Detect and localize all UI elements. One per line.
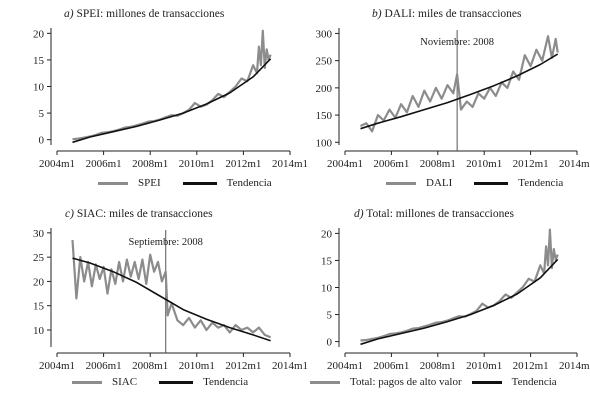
x-tick-label: 2006m1 [373, 158, 409, 170]
panel-c-trend-line [72, 257, 271, 342]
panel-b-legend: DALI Tendencia [386, 177, 563, 189]
y-tick-label: 20 [33, 276, 45, 288]
y-tick-label: 250 [316, 56, 333, 68]
panel-d-title: d) Total: millones de transacciones [354, 208, 514, 220]
panel-c-legend: SIAC Tendencia [72, 376, 248, 388]
legend-observed-label: DALI [426, 177, 453, 189]
panel-b-annotation-label: Noviembre: 2008 [420, 37, 494, 48]
x-tick-label: 2004m1 [327, 360, 363, 372]
x-tick-label: 2008m1 [132, 360, 168, 372]
y-tick-label: 10 [33, 325, 45, 337]
y-tick-label: 100 [316, 137, 333, 149]
panel-a-legend: SPEI Tendencia [98, 177, 272, 189]
panel-b-observed-line [360, 35, 559, 133]
legend-observed-label: Total: pagos de alto valor [350, 376, 462, 388]
y-tick-label: 20 [33, 28, 45, 40]
legend-trend-swatch [471, 380, 502, 384]
legend-observed-label: SIAC [112, 376, 138, 388]
x-tick-label: 2010m1 [466, 158, 502, 170]
y-tick-label: 5 [327, 310, 333, 322]
panel-d-title-letter: d) [354, 208, 364, 220]
x-tick-label: 2006m1 [373, 360, 409, 372]
y-tick-label: 300 [316, 28, 333, 40]
panel-d-observed-line [360, 228, 559, 342]
panel-c-annotation-label: Septiembre: 2008 [129, 237, 203, 248]
legend-trend-swatch [182, 181, 217, 185]
y-tick-label: 5 [39, 108, 45, 120]
panel-d-legend: Total: pagos de alto valor Tendencia [310, 376, 557, 388]
y-tick-label: 20 [321, 228, 333, 240]
panel-d-title-text: Total: millones de transacciones [366, 208, 514, 220]
panel-b-trend-line [360, 53, 559, 130]
x-tick-label: 2010m1 [466, 360, 502, 372]
panel-c-title: c) SIAC: miles de transacciones [65, 208, 213, 220]
y-tick-label: 0 [327, 337, 333, 349]
x-tick-label: 2006m1 [86, 158, 122, 170]
panel-a-title: a) SPEI: millones de transacciones [64, 8, 224, 20]
panel-b-title: b) DALI: miles de transacciones [372, 8, 521, 20]
x-tick-label: 2004m1 [327, 158, 363, 170]
panel-a-title-text: SPEI: millones de transacciones [76, 8, 225, 20]
panel-a-title-letter: a) [64, 8, 74, 20]
x-tick-label: 2008m1 [420, 360, 456, 372]
legend-observed-swatch [310, 380, 340, 384]
panel-c-title-letter: c) [65, 208, 74, 220]
legend-trend-swatch [474, 181, 509, 185]
y-tick-label: 30 [33, 228, 45, 240]
y-tick-label: 15 [33, 301, 45, 313]
panel-d-trend-line [360, 258, 559, 346]
x-tick-label: 2004m1 [39, 360, 75, 372]
x-tick-label: 2012m1 [225, 158, 261, 170]
panel-b-title-text: DALI: miles de transacciones [384, 8, 522, 20]
legend-observed-swatch [98, 181, 128, 185]
legend-trend-label: Tendencia [203, 376, 249, 388]
legend-trend-label: Tendencia [511, 376, 557, 388]
x-tick-label: 2012m1 [513, 360, 549, 372]
x-tick-label: 2014m1 [559, 158, 590, 170]
y-tick-label: 10 [321, 283, 333, 295]
y-tick-label: 200 [316, 83, 333, 95]
x-tick-label: 2004m1 [39, 158, 75, 170]
x-tick-label: 2014m1 [559, 360, 590, 372]
legend-trend-swatch [159, 380, 194, 384]
legend-trend-label: Tendencia [518, 177, 564, 189]
x-tick-label: 2012m1 [513, 158, 549, 170]
y-tick-label: 15 [33, 55, 45, 67]
legend-observed-swatch [386, 181, 416, 185]
y-tick-label: 25 [33, 252, 45, 264]
y-tick-label: 10 [33, 82, 45, 94]
x-tick-label: 2014m1 [272, 158, 308, 170]
x-tick-label: 2008m1 [420, 158, 456, 170]
x-tick-label: 2014m1 [272, 360, 308, 372]
legend-observed-label: SPEI [138, 177, 161, 189]
panel-c-observed-line [71, 240, 272, 339]
x-tick-label: 2012m1 [225, 360, 261, 372]
x-tick-label: 2010m1 [179, 360, 215, 372]
x-tick-label: 2010m1 [179, 158, 215, 170]
legend-observed-swatch [72, 380, 102, 384]
panel-b-title-letter: b) [372, 8, 382, 20]
panel-a-trend-line [72, 58, 272, 144]
y-tick-label: 15 [321, 255, 333, 267]
x-tick-label: 2008m1 [132, 158, 168, 170]
y-tick-label: 0 [39, 135, 45, 147]
panel-c-title-text: SIAC: miles de transacciones [76, 208, 213, 220]
y-tick-label: 150 [316, 110, 333, 122]
legend-trend-label: Tendencia [226, 177, 272, 189]
x-tick-label: 2006m1 [86, 360, 122, 372]
